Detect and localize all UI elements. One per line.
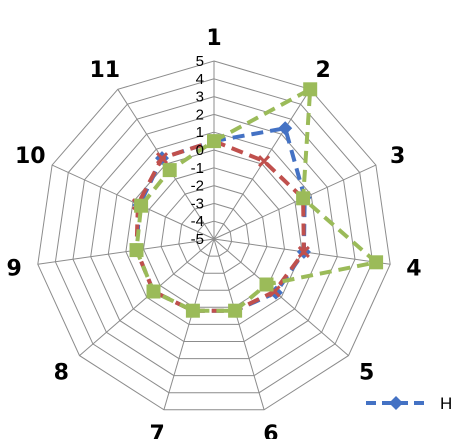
- tick-label: 5: [196, 53, 204, 70]
- data-point: [228, 303, 243, 318]
- grid-ring: [142, 167, 286, 308]
- category-label: 6: [263, 422, 278, 439]
- tick-label: 4: [196, 71, 204, 88]
- data-point: [146, 284, 161, 299]
- tick-label: 1: [196, 124, 204, 141]
- legend-marker: [389, 396, 403, 410]
- grid-ring: [160, 185, 268, 291]
- category-label: 4: [406, 257, 421, 282]
- data-point: [369, 255, 384, 270]
- tick-label: -2: [191, 178, 204, 195]
- tick-label: -4: [191, 213, 204, 230]
- category-label: 8: [54, 360, 69, 385]
- data-point: [297, 245, 310, 258]
- grid-ring: [54, 78, 374, 394]
- radar-series: [129, 82, 384, 318]
- grid-spoke: [213, 164, 377, 240]
- data-point: [134, 198, 149, 213]
- grid-ring: [90, 113, 338, 360]
- data-point: [129, 243, 144, 258]
- tick-label: 0: [196, 142, 204, 159]
- data-point: [155, 152, 169, 165]
- data-point: [185, 303, 200, 318]
- category-label: 9: [6, 257, 21, 282]
- data-point: [278, 121, 293, 136]
- data-point: [257, 155, 271, 168]
- grid-spoke: [37, 238, 215, 265]
- grid-spoke: [213, 238, 265, 410]
- category-label: 10: [15, 144, 46, 169]
- radar-grid: [37, 60, 391, 411]
- grid-spoke: [51, 164, 215, 240]
- data-point: [162, 163, 177, 178]
- grid-spoke: [213, 238, 349, 356]
- tick-label: -1: [191, 160, 204, 177]
- tick-label: -5: [191, 231, 204, 248]
- grid-ring: [72, 96, 356, 377]
- legend: H: [366, 394, 452, 413]
- category-label: 7: [149, 422, 164, 439]
- grid-ring: [195, 220, 233, 257]
- category-label: 1: [206, 26, 221, 51]
- grid-ring: [37, 60, 391, 411]
- grid-ring: [178, 202, 250, 274]
- category-label: 5: [359, 360, 374, 385]
- data-point: [296, 191, 311, 206]
- tick-label: 3: [196, 89, 204, 106]
- data-point: [259, 277, 274, 292]
- grid-ring: [125, 149, 303, 325]
- tick-label: -3: [191, 195, 204, 212]
- data-point: [207, 134, 221, 149]
- category-label: 2: [316, 58, 331, 83]
- grid-spoke: [163, 238, 215, 410]
- category-label: 3: [390, 144, 405, 169]
- series-line: [134, 139, 306, 313]
- legend-label: H: [440, 394, 452, 413]
- series-3: [129, 82, 384, 318]
- category-label: 11: [89, 58, 120, 83]
- series-line: [134, 87, 379, 313]
- tick-label: 2: [196, 106, 204, 123]
- grid-ring: [107, 131, 321, 342]
- data-point: [303, 82, 318, 97]
